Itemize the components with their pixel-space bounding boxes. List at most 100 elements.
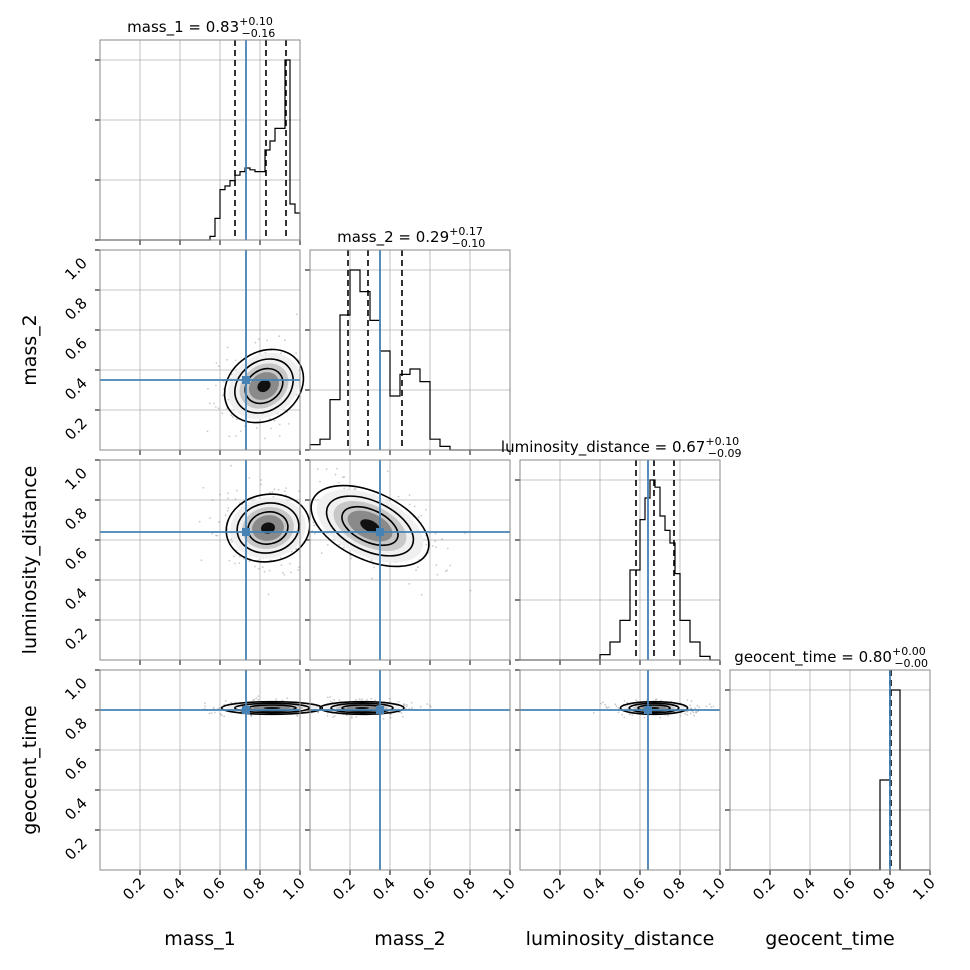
panel-3-0-sample (212, 706, 215, 709)
panel-3-0-sample (296, 714, 299, 716)
panel-2-0-sample (211, 532, 214, 535)
panel-1-0-sample (264, 351, 267, 354)
panel-1-0-sample (208, 402, 211, 405)
panel-3-2-sample (655, 698, 658, 701)
panel-3-1-sample (316, 705, 319, 708)
panel-2-1-sample (441, 538, 443, 541)
panel-1-0-sample (287, 423, 290, 425)
panel-2-1-sample (408, 494, 411, 496)
panel-2-1-sample (342, 476, 344, 479)
panel-2-0-sample (219, 493, 221, 496)
panel-3-1-sample (397, 701, 400, 703)
panel-2-0-frame (99, 459, 301, 661)
ytick-label-luminosity_distance-3: 0.8 (61, 504, 91, 534)
panel-1-0-sample (235, 418, 238, 421)
panel-1-0-sample (230, 373, 233, 376)
panel-2-1-sample (417, 566, 419, 569)
panel-3-0-sample (203, 707, 206, 710)
panel-3-1-sample (355, 716, 357, 718)
xlabel-geocent_time: geocent_time (765, 928, 894, 950)
panel-1-0-sample (231, 416, 234, 418)
panel-3-1-sample (326, 696, 329, 699)
panel-3-1-sample (311, 702, 313, 705)
panel-2-1-sample (343, 487, 346, 490)
panel-3-0-sample (224, 699, 227, 702)
panel-1-0-sample (255, 427, 258, 429)
panel-2-0-sample (218, 521, 220, 523)
panel-2-1-sample (408, 583, 411, 585)
panel-2-0-sample (202, 486, 205, 489)
panel-3-2-sample (617, 706, 620, 709)
panel-2-0-sample (260, 483, 262, 486)
panel-3-1-sample (382, 718, 385, 720)
panel-3-2-sample (705, 705, 708, 708)
xtick-label-geocent_time-3: 0.8 (869, 874, 899, 904)
panel-3-2-sample (643, 716, 646, 719)
panel-1-1-frame (309, 249, 511, 451)
panel-2-0-sample (283, 573, 286, 576)
panel-2-0-sample (227, 492, 230, 495)
panel-2-0-sample (238, 562, 241, 564)
panel-3-0-sample (255, 697, 258, 700)
panel-3-2-sample (712, 705, 715, 708)
panel-3-2-sample (628, 713, 631, 716)
panel-1-0-contour-0 (223, 348, 305, 424)
panel-3-1-sample (419, 705, 422, 708)
xtick-label-luminosity_distance-3: 0.8 (659, 874, 689, 904)
panel-2-1-sample (326, 543, 329, 546)
panel-2-1-sample (425, 544, 428, 546)
panel-3-0-sample (286, 697, 289, 700)
panel-3-2-sample (626, 701, 629, 704)
panel-3-2-sample (690, 700, 693, 703)
panel-3-0-sample (253, 698, 256, 701)
panel-1-0-sample (214, 406, 217, 408)
panel-2-1-sample (353, 488, 356, 491)
panel-2-1-sample (408, 503, 411, 506)
panel-2-2-histogram (520, 479, 720, 661)
panel-3-2-sample (686, 699, 689, 701)
panel-1-0-sample (221, 412, 224, 415)
panel-3-0-density-3 (263, 706, 281, 710)
panel-1-0-density-3 (257, 379, 271, 393)
panel-0-0-frame (99, 39, 301, 241)
panel-3-1-sample (355, 698, 357, 701)
panel-3-2-sample (592, 711, 595, 714)
panel-2-0-sample (273, 488, 276, 491)
panel-3-2-contour-2 (637, 704, 671, 712)
panel-2-1-sample (417, 516, 420, 519)
panel-3-1-frame (309, 669, 511, 871)
panel-3-0-sample (214, 711, 217, 714)
panel-1-0-sample (278, 423, 281, 426)
panel-1-0-sample (296, 313, 298, 316)
panel-3-1-sample (317, 710, 319, 713)
panel-2-0-sample (298, 490, 300, 493)
xlabel-luminosity_distance: luminosity_distance (526, 928, 715, 950)
panel-3-2-sample (604, 703, 607, 706)
panel-3-1-sample (388, 697, 391, 700)
panel-3-2-sample (621, 713, 624, 716)
panel-3-1-sample (403, 704, 406, 706)
panel-2-0-sample (224, 514, 227, 517)
panel-2-1-sample (343, 546, 345, 549)
panel-2-1-sample (434, 540, 437, 543)
panel-3-1-sample (310, 711, 313, 714)
panel-3-2-frame (519, 669, 721, 871)
panel-3-2-sample (631, 714, 634, 716)
panel-3-0-sample (208, 712, 211, 715)
panel-2-0-sample (298, 566, 300, 568)
panel-3-2-sample (709, 703, 711, 705)
panel-2-0-sample (277, 488, 280, 491)
panel-3-1-sample (405, 705, 408, 708)
title-geocent_time-minus: −0.00 (894, 657, 928, 670)
panel-2-0-sample (227, 507, 230, 509)
panel-2-1-sample (338, 481, 340, 484)
panel-1-0-sample (278, 335, 281, 338)
panel-3-1-truth-marker (376, 706, 384, 714)
panel-3-1-sample (329, 700, 332, 703)
panel-2-0-sample (267, 593, 270, 596)
panel-3-0-sample (230, 701, 233, 704)
panel-2-0-sample (271, 491, 274, 493)
panel-2-2-frame (519, 459, 721, 661)
panel-1-0-sample (239, 430, 242, 432)
panel-1-0-sample (215, 362, 218, 364)
